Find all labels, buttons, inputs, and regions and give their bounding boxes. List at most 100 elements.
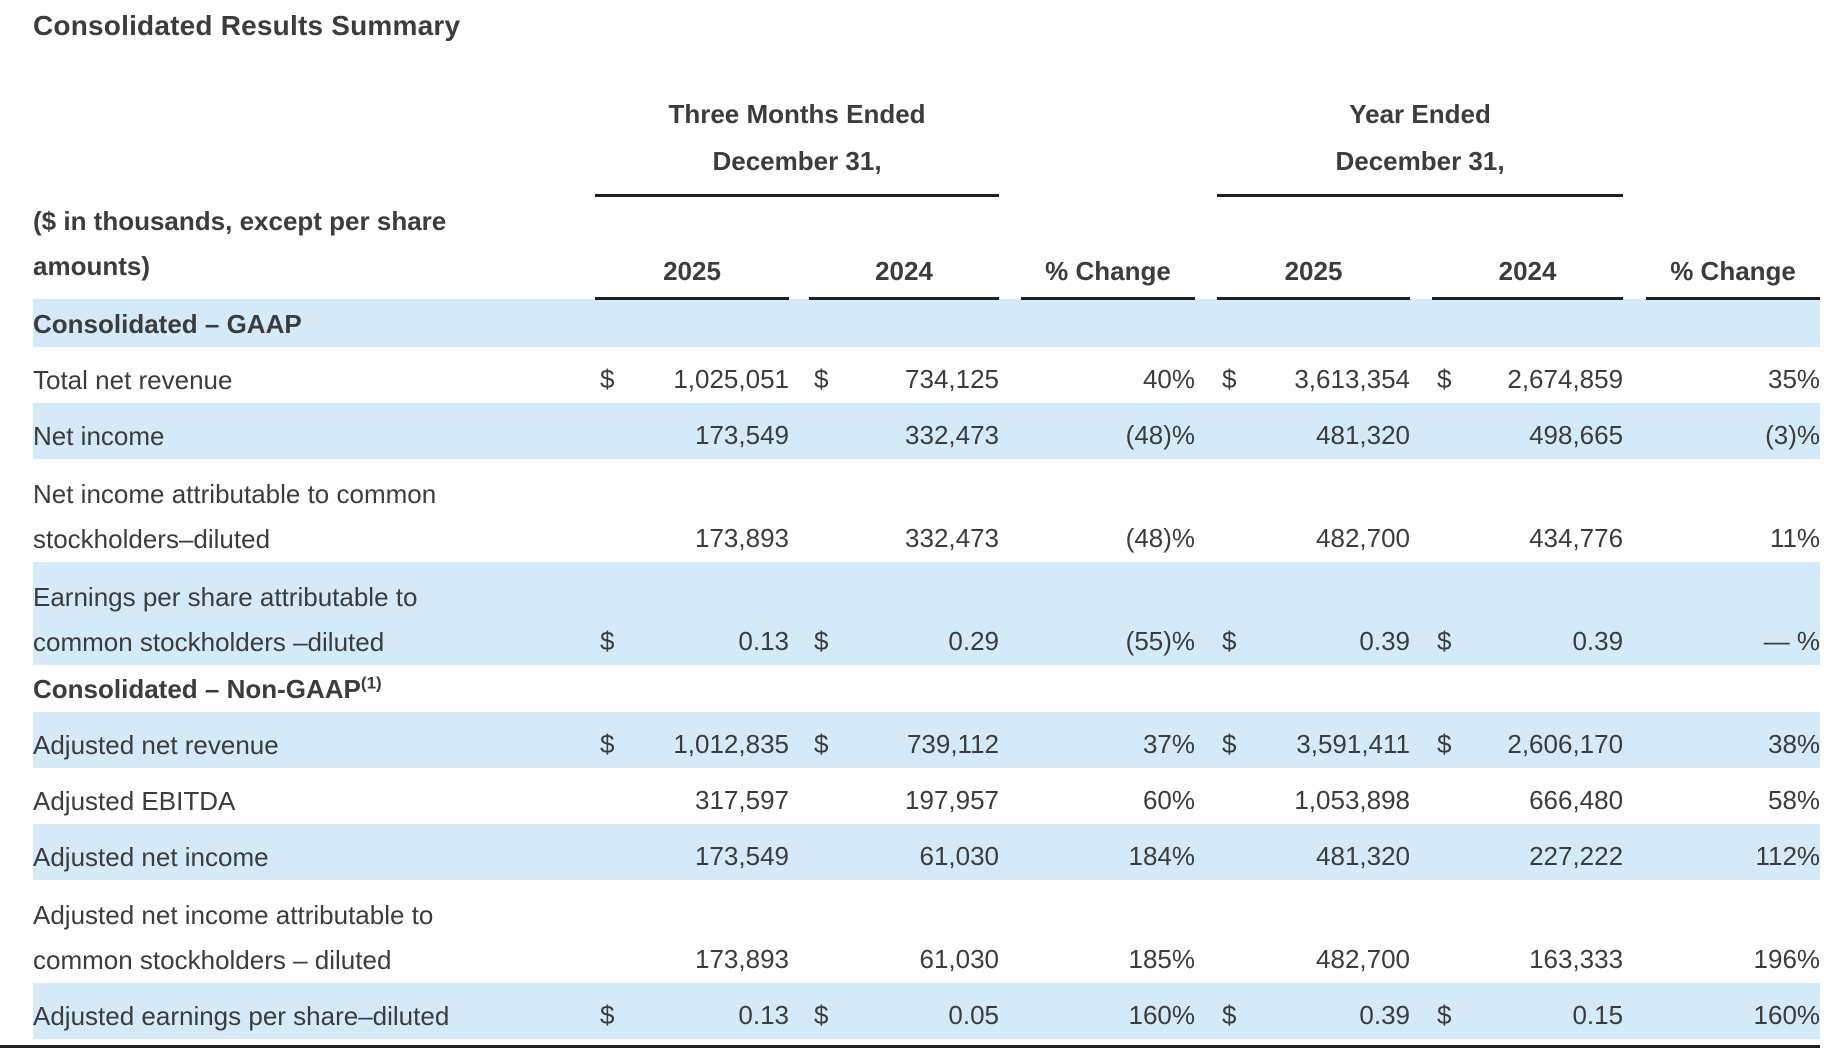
percent-change-cell: 196% [1753, 944, 1821, 974]
row-label: Earnings per share attributable to common… [33, 562, 595, 665]
corner-spacer [33, 78, 595, 196]
row-label-line: common stockholders –diluted [33, 627, 385, 657]
value-number: 173,893 [695, 523, 789, 553]
value-number: 332,473 [905, 420, 1000, 450]
value-cell: $739,112 [809, 712, 1000, 768]
currency-symbol: $ [814, 729, 829, 759]
currency-symbol: $ [1222, 626, 1237, 656]
row-label: Adjusted net income attributable to commo… [33, 880, 595, 983]
currency-symbol: $ [600, 729, 615, 759]
percent-change-cell: (48)% [1021, 403, 1196, 459]
value-cell: 173,549 [595, 824, 789, 880]
value-cell: $0.29 [809, 562, 1000, 665]
column-gap [1195, 403, 1218, 459]
column-gap [1195, 824, 1218, 880]
row-label-line: Net income attributable to common [33, 479, 437, 509]
value-number: 482,700 [1316, 523, 1411, 553]
value-number: 481,320 [1316, 420, 1411, 450]
currency-symbol: $ [814, 1000, 829, 1030]
value-cell: $0.13 [595, 562, 789, 665]
value-cell: 61,030 [809, 824, 1000, 880]
value-cell: $1,012,835 [595, 712, 789, 768]
column-gap [999, 347, 1021, 403]
column-gap [1195, 562, 1218, 665]
column-header-2024-q: 2024 [809, 195, 1000, 300]
percent-change-cell: — % [1646, 562, 1821, 665]
value-cell: 482,700 [1217, 459, 1410, 562]
value-cell: $0.13 [595, 983, 789, 1039]
table-row: Adjusted EBITDA 317,597 197,957 60% 1,053,89… [33, 768, 1820, 824]
table-row: Earnings per share attributable to common… [33, 562, 1821, 665]
row-label: Adjusted EBITDA [33, 768, 595, 824]
footnote-marker: (1) [360, 673, 382, 693]
currency-symbol: $ [1222, 729, 1237, 759]
row-label-line: Total net revenue [33, 365, 233, 395]
units-note-line: ($ in thousands, except per share [33, 205, 447, 236]
column-gap [789, 196, 809, 299]
value-number: 481,320 [1316, 841, 1411, 871]
column-gap [1623, 562, 1647, 665]
column-gap [1410, 403, 1433, 459]
row-label: Total net revenue [33, 347, 595, 403]
value-number: 2,606,170 [1507, 729, 1624, 759]
results-table-body: Consolidated – GAAP Total net revenue $1,0… [33, 298, 1821, 1039]
column-gap [789, 459, 809, 562]
column-gap [999, 562, 1022, 665]
value-number: 1,025,051 [673, 364, 789, 394]
group-gap [999, 78, 1217, 196]
row-label: Net income [33, 403, 595, 459]
percent-change-cell: 35% [1768, 364, 1821, 394]
value-number: 61,030 [919, 841, 1000, 871]
column-gap [1623, 196, 1646, 299]
row-label-line: Adjusted net income [33, 842, 269, 872]
row-label: Adjusted net income [33, 824, 595, 880]
currency-symbol: $ [600, 364, 615, 394]
column-header-2025-q: 2025 [595, 195, 789, 300]
units-note: ($ in thousands, except per share amount… [33, 196, 595, 299]
value-number: 173,893 [695, 944, 789, 974]
column-gap [1623, 459, 1646, 562]
column-gap [1195, 880, 1217, 983]
column-gap [999, 983, 1022, 1039]
value-number: 163,333 [1529, 944, 1624, 974]
section-header-label: Consolidated – GAAP [33, 298, 1821, 347]
group-header-row: Three Months Ended December 31, Year End… [33, 78, 1820, 197]
column-gap [789, 768, 809, 824]
value-number: 173,549 [695, 420, 789, 450]
group-header-line: Three Months Ended [668, 99, 926, 129]
column-gap [789, 712, 809, 768]
percent-change-cell: (48)% [1125, 523, 1196, 553]
column-gap [1410, 824, 1433, 880]
value-number: 739,112 [906, 729, 1000, 759]
currency-symbol: $ [1437, 626, 1452, 656]
value-number: 173,549 [695, 841, 789, 871]
row-label: Net income attributable to common stockho… [33, 459, 595, 562]
row-label-line: Net income [33, 421, 165, 451]
value-number: 317,597 [695, 785, 789, 815]
column-header-pct-change-q: % Change [1021, 195, 1196, 300]
value-cell: 197,957 [809, 768, 999, 824]
value-cell: 332,473 [809, 459, 999, 562]
column-gap [1410, 459, 1432, 562]
value-number: 61,030 [919, 944, 1000, 974]
value-number: 332,473 [905, 523, 1000, 553]
value-cell: $1,025,051 [595, 347, 789, 403]
column-gap [789, 880, 809, 983]
currency-symbol: $ [1437, 1000, 1452, 1030]
section-header-row: Consolidated – GAAP [33, 298, 1821, 347]
percent-change-cell: (55)% [1021, 562, 1196, 665]
currency-symbol: $ [1437, 364, 1452, 394]
value-number: 1,053,898 [1294, 785, 1411, 815]
table-row: Total net revenue $1,025,051 $734,125 40% $3… [33, 347, 1820, 403]
column-header-pct-change-y: % Change [1646, 195, 1821, 300]
column-gap [1410, 347, 1432, 403]
column-gap [1195, 768, 1217, 824]
currency-symbol: $ [600, 626, 615, 656]
value-cell: 163,333 [1432, 880, 1623, 983]
column-gap [1195, 196, 1217, 299]
value-cell: 482,700 [1217, 880, 1410, 983]
group-header-line: December 31, [1335, 146, 1505, 176]
column-gap [789, 347, 809, 403]
column-gap [1195, 347, 1217, 403]
value-cell: $0.39 [1432, 562, 1624, 665]
